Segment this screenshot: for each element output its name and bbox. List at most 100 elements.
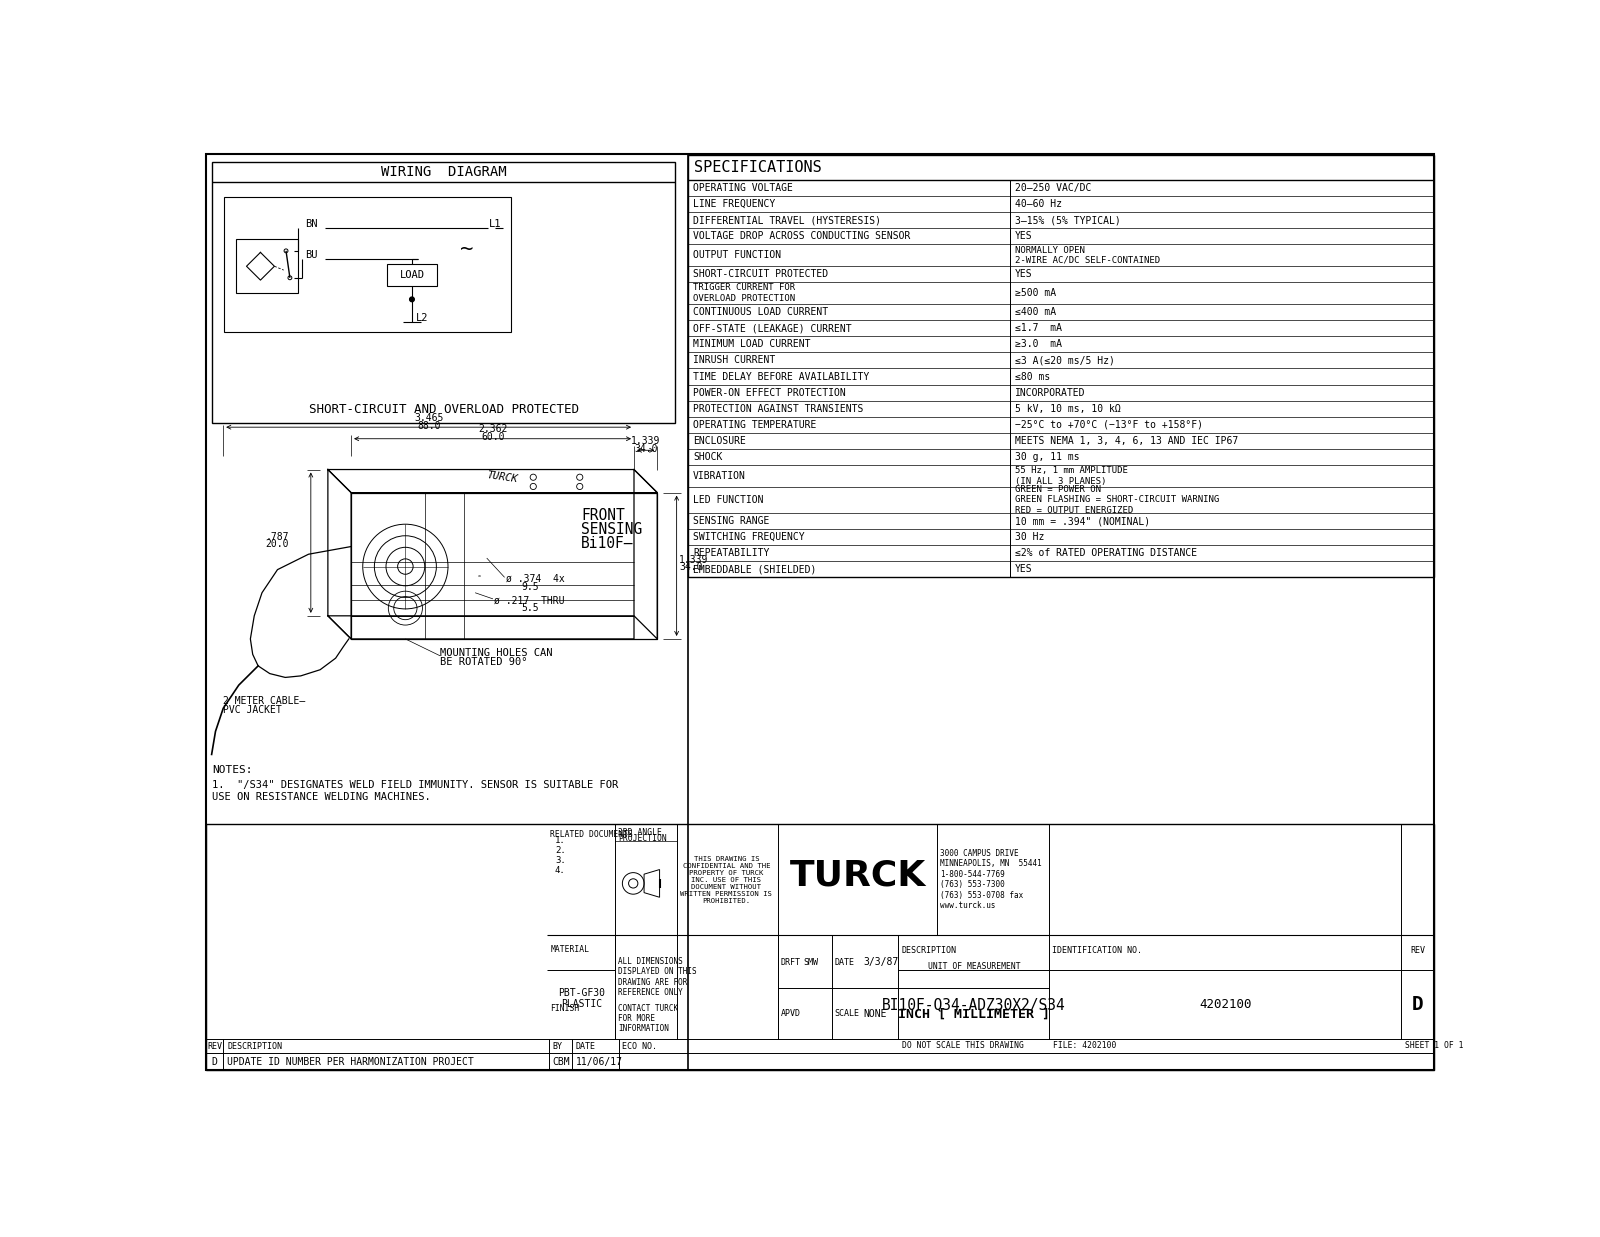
Text: 1.339: 1.339	[630, 435, 661, 447]
Text: BE ROTATED 90°: BE ROTATED 90°	[440, 657, 528, 667]
Text: MINIMUM LOAD CURRENT: MINIMUM LOAD CURRENT	[693, 339, 811, 349]
Text: OFF-STATE (LEAKAGE) CURRENT: OFF-STATE (LEAKAGE) CURRENT	[693, 323, 851, 333]
Text: NOTES:: NOTES:	[213, 764, 253, 774]
Text: 3/3/87: 3/3/87	[864, 957, 899, 967]
Text: ≤80 ms: ≤80 ms	[1014, 371, 1050, 381]
Bar	[206, 824, 1434, 1070]
Text: 3000 CAMPUS DRIVE
MINNEAPOLIS, MN  55441
1-800-544-7769
(763) 553-7300
(763) 553: 3000 CAMPUS DRIVE MINNEAPOLIS, MN 55441 …	[941, 849, 1042, 910]
Text: 30 g, 11 ms: 30 g, 11 ms	[1014, 452, 1078, 461]
Text: CONTACT TURCK
FOR MORE
INFORMATION: CONTACT TURCK FOR MORE INFORMATION	[619, 1003, 678, 1033]
Text: CONTINUOUS LOAD CURRENT: CONTINUOUS LOAD CURRENT	[693, 307, 829, 317]
Text: 3.465: 3.465	[414, 413, 443, 423]
Text: TURCK: TURCK	[486, 470, 518, 485]
Text: GREEN = POWER ON
GREEN FLASHING = SHORT-CIRCUIT WARNING
RED = OUTPUT ENERGIZED: GREEN = POWER ON GREEN FLASHING = SHORT-…	[1014, 485, 1219, 515]
Text: DIFFERENTIAL TRAVEL (HYSTERESIS): DIFFERENTIAL TRAVEL (HYSTERESIS)	[693, 215, 882, 225]
Text: DATE: DATE	[576, 1042, 595, 1050]
Text: UPDATE ID NUMBER PER HARMONIZATION PROJECT: UPDATE ID NUMBER PER HARMONIZATION PROJE…	[227, 1056, 474, 1066]
Text: ˣ: ˣ	[477, 573, 482, 581]
Text: FRONT: FRONT	[581, 508, 626, 523]
Text: DESCRIPTION: DESCRIPTION	[901, 946, 957, 955]
Text: 1.: 1.	[555, 836, 566, 845]
Text: BY: BY	[552, 1042, 563, 1050]
Text: PROTECTION AGAINST TRANSIENTS: PROTECTION AGAINST TRANSIENTS	[693, 403, 864, 413]
Text: MATERIAL: MATERIAL	[550, 945, 589, 954]
Text: .787: .787	[266, 532, 290, 542]
Text: FINISH: FINISH	[550, 1004, 579, 1013]
Text: 60.0: 60.0	[482, 432, 504, 442]
Text: PROJECTION: PROJECTION	[619, 834, 667, 842]
Text: SWITCHING FREQUENCY: SWITCHING FREQUENCY	[693, 532, 805, 542]
Text: IDENTIFICATION NO.: IDENTIFICATION NO.	[1053, 946, 1142, 955]
Text: SENSING RANGE: SENSING RANGE	[693, 516, 770, 526]
Text: REV: REV	[208, 1042, 222, 1050]
Text: TRIGGER CURRENT FOR
OVERLOAD PROTECTION: TRIGGER CURRENT FOR OVERLOAD PROTECTION	[693, 283, 795, 303]
Text: FILE: 4202100: FILE: 4202100	[1053, 1042, 1117, 1050]
Text: YES: YES	[1014, 231, 1032, 241]
Text: YES: YES	[1014, 564, 1032, 574]
Bar	[387, 263, 437, 286]
Text: ECO NO.: ECO NO.	[622, 1042, 658, 1050]
Text: SMW: SMW	[803, 957, 818, 967]
Text: SHORT-CIRCUIT PROTECTED: SHORT-CIRCUIT PROTECTED	[693, 270, 829, 280]
Text: 11/06/17: 11/06/17	[576, 1056, 622, 1066]
Text: POWER-ON EFFECT PROTECTION: POWER-ON EFFECT PROTECTION	[693, 387, 846, 397]
Text: ≤1.7  mA: ≤1.7 mA	[1014, 323, 1061, 333]
Text: ≤400 mA: ≤400 mA	[1014, 307, 1056, 317]
Text: MEETS NEMA 1, 3, 4, 6, 13 AND IEC IP67: MEETS NEMA 1, 3, 4, 6, 13 AND IEC IP67	[1014, 435, 1238, 445]
Bar	[688, 156, 1434, 578]
Text: LINE FREQUENCY: LINE FREQUENCY	[693, 199, 774, 209]
Text: USE ON RESISTANCE WELDING MACHINES.: USE ON RESISTANCE WELDING MACHINES.	[213, 792, 430, 802]
Text: Bi10F–: Bi10F–	[581, 536, 634, 550]
Text: TIME DELAY BEFORE AVAILABILITY: TIME DELAY BEFORE AVAILABILITY	[693, 371, 869, 381]
Text: RELATED DOCUMENTS: RELATED DOCUMENTS	[550, 830, 634, 839]
Text: 30 Hz: 30 Hz	[1014, 532, 1043, 542]
Text: ALL DIMENSIONS
DISPLAYED ON THIS
DRAWING ARE FOR
REFERENCE ONLY: ALL DIMENSIONS DISPLAYED ON THIS DRAWING…	[619, 957, 698, 997]
Text: EMBEDDABLE (SHIELDED): EMBEDDABLE (SHIELDED)	[693, 564, 816, 574]
Text: ≤2% of RATED OPERATING DISTANCE: ≤2% of RATED OPERATING DISTANCE	[1014, 548, 1197, 558]
Text: 88.0: 88.0	[418, 421, 440, 430]
Text: NORMALLY OPEN
2-WIRE AC/DC SELF-CONTAINED: NORMALLY OPEN 2-WIRE AC/DC SELF-CONTAINE…	[1014, 246, 1160, 265]
Text: REPEATABILITY: REPEATABILITY	[693, 548, 770, 558]
Text: 3–15% (5% TYPICAL): 3–15% (5% TYPICAL)	[1014, 215, 1120, 225]
Text: 3.: 3.	[555, 856, 566, 865]
Text: APVD: APVD	[781, 1009, 800, 1018]
Text: LED FUNCTION: LED FUNCTION	[693, 495, 763, 505]
Circle shape	[410, 297, 414, 302]
Text: 2.362: 2.362	[478, 424, 507, 434]
Text: 34.0: 34.0	[634, 444, 658, 454]
Text: INCORPORATED: INCORPORATED	[1014, 387, 1085, 397]
Text: 4.: 4.	[555, 866, 566, 876]
Text: OPERATING TEMPERATURE: OPERATING TEMPERATURE	[693, 419, 816, 429]
Text: SHORT-CIRCUIT AND OVERLOAD PROTECTED: SHORT-CIRCUIT AND OVERLOAD PROTECTED	[309, 403, 579, 416]
Text: ≤3 A(≤20 ms/5 Hz): ≤3 A(≤20 ms/5 Hz)	[1014, 355, 1115, 365]
Text: LOAD: LOAD	[400, 270, 424, 280]
Text: −25°C to +70°C (−13°F to +158°F): −25°C to +70°C (−13°F to +158°F)	[1014, 419, 1203, 429]
Text: 20–250 VAC/DC: 20–250 VAC/DC	[1014, 183, 1091, 193]
Text: TURCK: TURCK	[789, 858, 926, 893]
Text: ENCLOSURE: ENCLOSURE	[693, 435, 746, 445]
Text: 2 METER CABLE—: 2 METER CABLE—	[224, 695, 306, 705]
Bar	[213, 162, 675, 423]
Text: PVC JACKET: PVC JACKET	[224, 705, 282, 715]
Text: BU: BU	[306, 250, 318, 260]
Text: INCH [ MILLIMETER ]: INCH [ MILLIMETER ]	[898, 1007, 1050, 1021]
Text: L2: L2	[416, 313, 429, 323]
Text: BN: BN	[306, 219, 318, 229]
Text: DO NOT SCALE THIS DRAWING: DO NOT SCALE THIS DRAWING	[902, 1042, 1024, 1050]
Text: ≥500 mA: ≥500 mA	[1014, 288, 1056, 298]
Text: THIS DRAWING IS
CONFIDENTIAL AND THE
PROPERTY OF TURCK
INC. USE OF THIS
DOCUMENT: THIS DRAWING IS CONFIDENTIAL AND THE PRO…	[680, 856, 773, 903]
Text: WIRING  DIAGRAM: WIRING DIAGRAM	[381, 165, 507, 178]
Text: DRFT: DRFT	[781, 957, 800, 967]
Text: UNIT OF MEASUREMENT: UNIT OF MEASUREMENT	[928, 962, 1021, 971]
Text: SHOCK: SHOCK	[693, 452, 722, 461]
Text: NONE: NONE	[864, 1009, 886, 1019]
Text: 34.0: 34.0	[678, 563, 702, 573]
Text: 1.  "/S34" DESIGNATES WELD FIELD IMMUNITY. SENSOR IS SUITABLE FOR: 1. "/S34" DESIGNATES WELD FIELD IMMUNITY…	[213, 781, 619, 790]
Text: YES: YES	[1014, 270, 1032, 280]
Text: ≥3.0  mA: ≥3.0 mA	[1014, 339, 1061, 349]
Text: SCALE: SCALE	[835, 1009, 859, 1018]
Text: REV: REV	[1410, 946, 1426, 955]
Text: SPECIFICATIONS: SPECIFICATIONS	[694, 160, 822, 176]
Text: 4202100: 4202100	[1198, 998, 1251, 1011]
Text: ø .374  4x: ø .374 4x	[506, 574, 565, 584]
